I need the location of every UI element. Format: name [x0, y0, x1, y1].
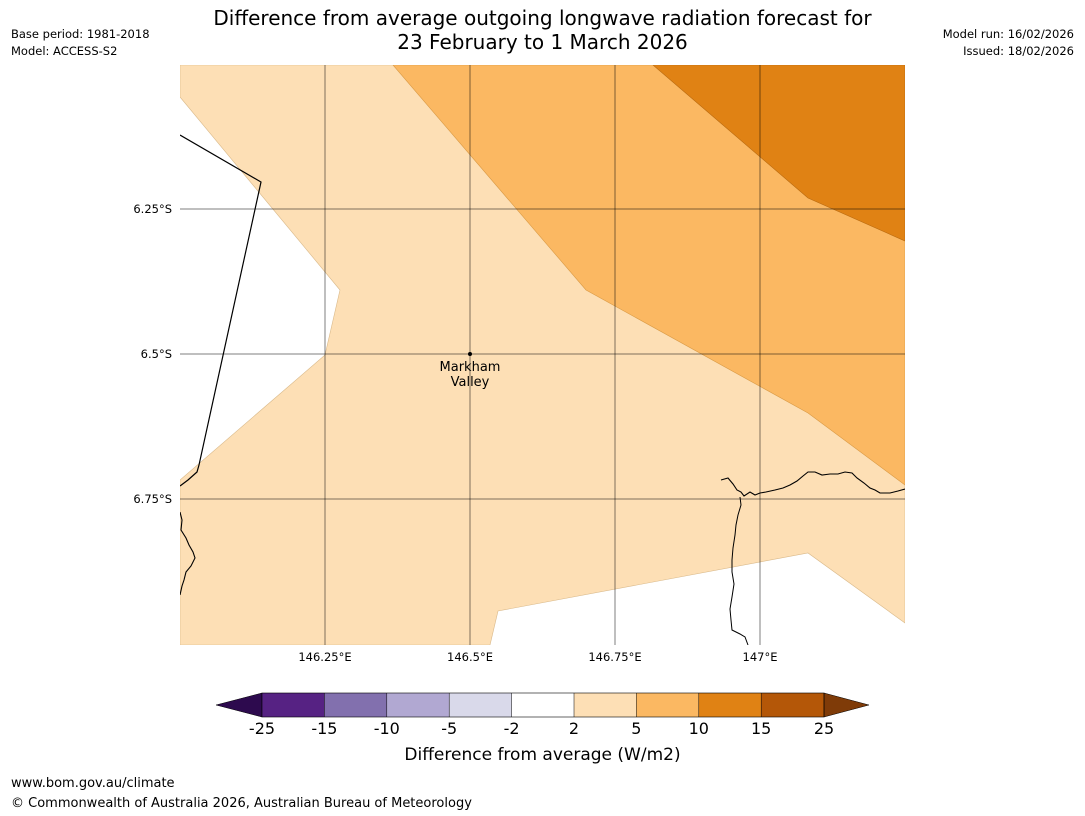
place-label-line-1: Markham	[439, 360, 501, 375]
colorbar-tick-10: 25	[813, 719, 835, 738]
colorbar-bin-8	[698, 693, 762, 717]
colorbar-bin-4	[449, 693, 512, 717]
colorbar	[215, 692, 870, 718]
meta-left: Base period: 1981-2018 Model: ACCESS-S2	[11, 26, 150, 60]
meta-right: Model run: 16/02/2026 Issued: 18/02/2026	[943, 26, 1074, 60]
colorbar-bin-7	[636, 693, 699, 717]
colorbar-extend-min	[215, 692, 263, 718]
model-run-text: Model run: 16/02/2026	[942, 27, 1074, 41]
colorbar-tick-3: -10	[373, 719, 400, 738]
colorbar-tick-7: 5	[631, 719, 642, 738]
colorbar-tick-9: 15	[751, 719, 772, 738]
chart-title: Difference from average outgoing longwav…	[0, 6, 1085, 54]
coastline-west	[180, 511, 196, 596]
lon-label-2: 146.5°E	[447, 650, 493, 664]
contour-band-10-15	[652, 65, 905, 242]
title-line-2: 23 February to 1 March 2026	[397, 30, 688, 54]
lon-label-1: 146.25°E	[298, 650, 352, 664]
place-label-line-2: Valley	[450, 375, 490, 390]
colorbar-tick-5: -2	[503, 719, 520, 738]
lat-label-1: 6.25°S	[133, 202, 172, 216]
colorbar-title: Difference from average (W/m2)	[404, 745, 681, 765]
map-area	[180, 65, 905, 645]
point-marker	[468, 352, 472, 356]
river-line	[729, 496, 749, 645]
lon-label-4: 147°E	[742, 650, 778, 664]
colorbar-tick-2: -15	[311, 719, 338, 738]
footer-url[interactable]: www.bom.gov.au/climate	[11, 776, 175, 791]
model-text: Model: ACCESS-S2	[11, 44, 118, 58]
colorbar-tick-8: 10	[688, 719, 709, 738]
colorbar-bin-3	[386, 693, 450, 717]
colorbar-tick-6: 2	[568, 719, 580, 738]
place-label: Markham Valley	[410, 360, 530, 390]
base-period-text: Base period: 1981-2018	[11, 27, 150, 41]
lat-label-2: 6.5°S	[140, 347, 172, 361]
colorbar-bin-6	[574, 693, 637, 717]
colorbar-tick-1: -25	[248, 719, 276, 738]
colorbar-bin-9	[761, 693, 824, 717]
colorbar-bin-2	[324, 693, 387, 717]
footer-copyright: © Commonwealth of Australia 2026, Austra…	[11, 796, 472, 811]
lon-label-3: 146.75°E	[588, 650, 642, 664]
colorbar-bin-5	[511, 693, 574, 717]
colorbar-bin-1	[262, 693, 325, 717]
coastline-east	[720, 471, 905, 497]
issued-text: Issued: 18/02/2026	[963, 44, 1074, 58]
colorbar-dividers	[324, 693, 762, 717]
lat-label-3: 6.75°S	[133, 492, 172, 506]
colorbar-tick-4: -5	[441, 719, 458, 738]
colorbar-extend-max	[823, 692, 870, 718]
title-line-1: Difference from average outgoing longwav…	[213, 6, 872, 30]
border-line	[180, 134, 262, 487]
colorbar-outline	[261, 692, 825, 718]
